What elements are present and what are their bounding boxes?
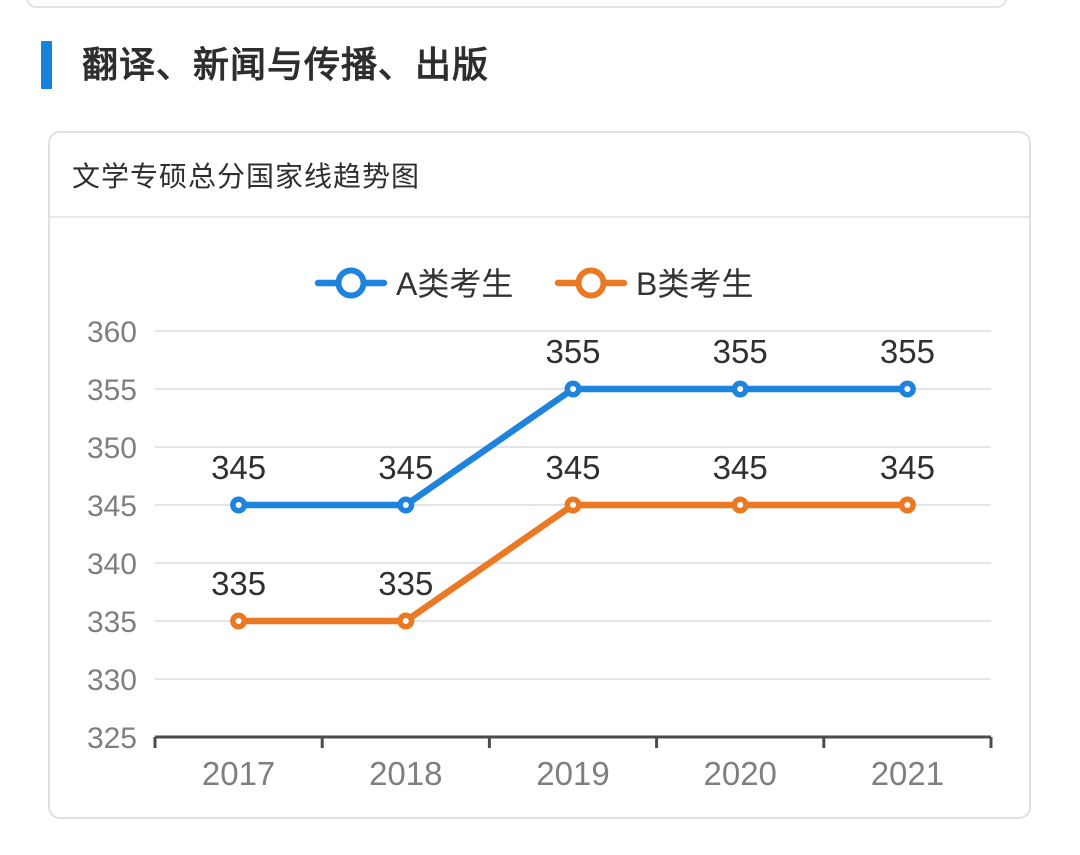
data-point [564,496,582,514]
y-axis-label: 330 [87,664,137,697]
trend-line-chart: 325 330 335 340 345 350 355 360 2017 2018 2019 2020… [87,266,993,792]
y-axis-label: 350 [87,432,137,465]
data-point [564,380,582,398]
y-axis-label: 360 [87,316,137,349]
legend-marker-circle-0 [335,267,367,299]
y-axis-label: 335 [87,606,137,639]
legend-label-0: A类考生 [396,266,513,302]
data-point [230,612,248,630]
legend-label-1: B类考生 [636,266,753,302]
data-point [230,496,248,514]
data-label: 355 [713,333,768,370]
x-axis-label: 2020 [703,755,776,792]
x-axis-label: 2018 [369,755,442,792]
data-point [898,380,916,398]
data-label: 335 [378,565,433,602]
data-label: 345 [378,449,433,486]
y-axis-label: 355 [87,374,137,407]
data-point [898,496,916,514]
card-title: 文学专硕总分国家线趋势图 [72,160,421,192]
data-point [731,496,749,514]
legend-marker-circle-1 [575,267,607,299]
data-label: 345 [545,449,600,486]
data-label: 355 [545,333,600,370]
card-header: 文学专硕总分国家线趋势图 [50,133,1029,218]
section-accent-bar [41,41,52,89]
chart-area: 325 330 335 340 345 350 355 360 2017 2018 2019 2020… [50,218,1029,815]
data-label: 345 [880,449,935,486]
x-axis-label: 2021 [871,755,944,792]
x-axis-label: 2019 [536,755,609,792]
data-point [397,612,415,630]
x-axis-label: 2017 [202,755,275,792]
data-label: 355 [880,333,935,370]
y-axis-label: 345 [87,490,137,523]
data-point [397,496,415,514]
y-axis-label: 325 [87,722,137,755]
data-label: 345 [211,449,266,486]
chart-card: 文学专硕总分国家线趋势图 325 330 335 340 345 350 355 360 201… [48,131,1031,819]
data-label: 335 [211,565,266,602]
previous-card-bottom-edge [26,0,1007,8]
data-label: 345 [713,449,768,486]
y-axis-label: 340 [87,548,137,581]
section-title: 翻译、新闻与传播、出版 [82,44,490,85]
data-point [731,380,749,398]
section-header: 翻译、新闻与传播、出版 [41,38,489,92]
